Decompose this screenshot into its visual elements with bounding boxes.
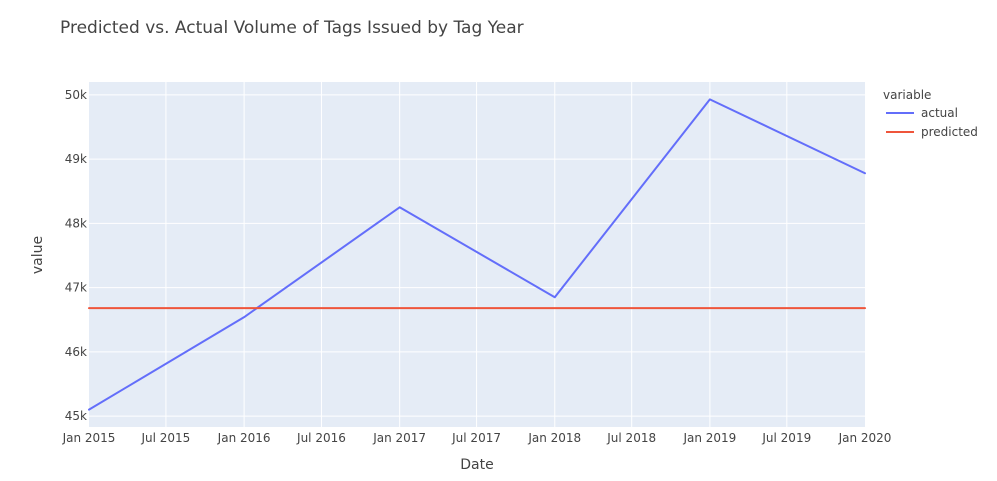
x-tick-label: Jan 2017 — [372, 431, 426, 445]
legend: variable actual predicted — [883, 88, 978, 139]
x-tick-label: Jul 2016 — [296, 431, 346, 445]
x-tick-label: Jan 2015 — [62, 431, 116, 445]
series-layer — [86, 96, 868, 411]
legend-title: variable — [883, 88, 931, 102]
y-tick-labels: 45k 46k 47k 48k 49k 50k — [65, 88, 87, 423]
x-tick-label: Jul 2017 — [451, 431, 501, 445]
data-point-predicted — [86, 305, 92, 311]
data-point-predicted — [862, 305, 868, 311]
data-point-predicted — [241, 305, 247, 311]
y-tick-label: 45k — [65, 409, 87, 423]
x-tick-label: Jan 2020 — [838, 431, 892, 445]
x-tick-label: Jul 2018 — [606, 431, 656, 445]
data-point-actual — [862, 170, 868, 176]
legend-items: actual predicted — [886, 106, 978, 139]
x-tick-label: Jan 2018 — [527, 431, 581, 445]
legend-item-predicted[interactable]: predicted — [886, 125, 978, 139]
y-tick-label: 49k — [65, 152, 87, 166]
data-point-actual — [552, 294, 558, 300]
grid-layer — [89, 82, 865, 427]
data-point-actual — [707, 96, 713, 102]
y-tick-label: 50k — [65, 88, 87, 102]
legend-label-actual: actual — [921, 106, 958, 120]
y-tick-label: 48k — [65, 216, 87, 230]
x-tick-label: Jul 2019 — [761, 431, 811, 445]
y-tick-label: 46k — [65, 345, 87, 359]
data-point-predicted — [707, 305, 713, 311]
chart-title: Predicted vs. Actual Volume of Tags Issu… — [60, 18, 524, 38]
x-tick-label: Jan 2016 — [217, 431, 271, 445]
legend-label-predicted: predicted — [921, 125, 978, 139]
data-point-actual — [241, 314, 247, 320]
y-tick-label: 47k — [65, 281, 87, 295]
y-axis-title: value — [30, 236, 46, 274]
series-line-actual — [88, 98, 866, 411]
data-point-predicted — [552, 305, 558, 311]
legend-item-actual[interactable]: actual — [886, 106, 958, 120]
data-point-predicted — [397, 305, 403, 311]
x-tick-label: Jul 2015 — [140, 431, 190, 445]
data-point-actual — [397, 204, 403, 210]
x-axis-title: Date — [460, 457, 493, 473]
x-tick-label: Jan 2019 — [682, 431, 736, 445]
x-tick-labels: Jan 2015 Jul 2015 Jan 2016 Jul 2016 Jan 2017… — [62, 431, 892, 445]
